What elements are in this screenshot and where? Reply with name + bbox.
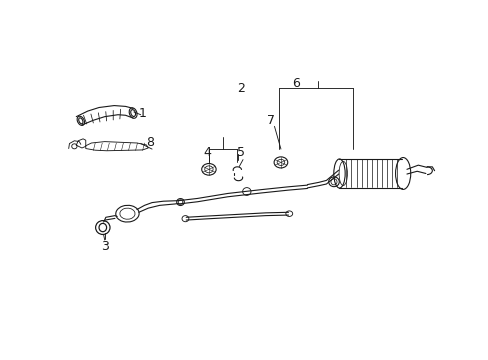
Text: 6: 6 (291, 77, 300, 90)
Text: 3: 3 (101, 240, 108, 253)
Text: 4: 4 (203, 146, 210, 159)
Text: 1: 1 (139, 107, 146, 120)
Text: 5: 5 (237, 146, 244, 159)
Text: 7: 7 (267, 114, 275, 127)
Text: 2: 2 (237, 82, 244, 95)
Text: 8: 8 (146, 136, 154, 149)
